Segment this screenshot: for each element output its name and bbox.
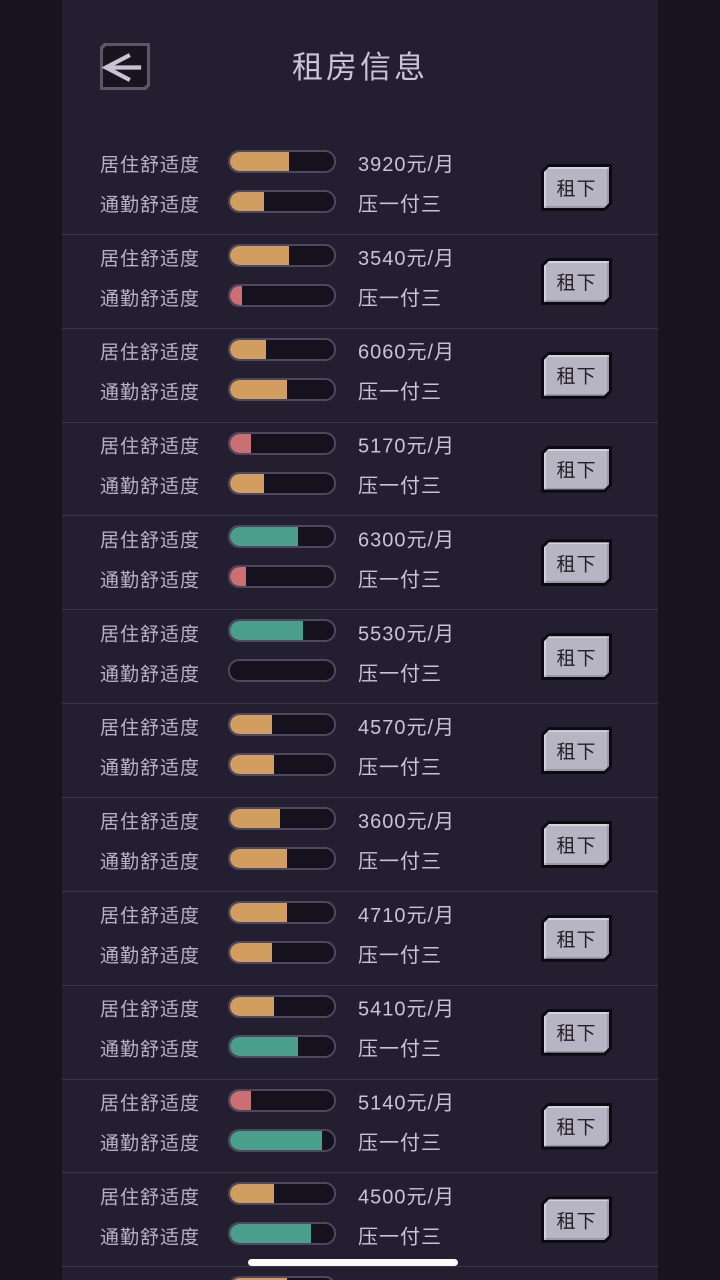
svg-text:居住舒适度: 居住舒适度 [100,811,200,833]
svg-text:通勤舒适度: 通勤舒适度 [100,194,200,216]
svg-text:通勤舒适度: 通勤舒适度 [100,757,200,779]
svg-text:居住舒适度: 居住舒适度 [100,436,200,458]
svg-text:压一付三: 压一付三 [358,850,442,873]
svg-text:通勤舒适度: 通勤舒适度 [100,663,200,685]
svg-text:居住舒适度: 居住舒适度 [100,1093,200,1115]
svg-text:居住舒适度: 居住舒适度 [100,529,200,551]
svg-text:压一付三: 压一付三 [358,1038,442,1061]
svg-text:压一付三: 压一付三 [358,944,442,967]
svg-text:压一付三: 压一付三 [358,1225,442,1248]
svg-text:压一付三: 压一付三 [358,287,442,310]
svg-text:5140元/月: 5140元/月 [358,1093,455,1115]
svg-text:压一付三: 压一付三 [358,756,442,779]
svg-text:4570元/月: 4570元/月 [358,717,455,739]
svg-text:压一付三: 压一付三 [358,193,442,216]
svg-text:4500元/月: 4500元/月 [358,1186,455,1208]
svg-text:6300元/月: 6300元/月 [358,529,455,551]
svg-text:通勤舒适度: 通勤舒适度 [100,288,200,310]
svg-text:通勤舒适度: 通勤舒适度 [100,1039,200,1061]
svg-text:居住舒适度: 居住舒适度 [100,342,200,364]
svg-text:通勤舒适度: 通勤舒适度 [100,476,200,498]
svg-text:居住舒适度: 居住舒适度 [100,717,200,739]
svg-text:6060元/月: 6060元/月 [358,342,455,364]
svg-text:压一付三: 压一付三 [358,662,442,685]
svg-text:3920元/月: 3920元/月 [358,154,455,176]
svg-text:通勤舒适度: 通勤舒适度 [100,945,200,967]
svg-text:租房信息: 租房信息 [292,50,428,85]
svg-text:通勤舒适度: 通勤舒适度 [100,1226,200,1248]
svg-text:通勤舒适度: 通勤舒适度 [100,382,200,404]
svg-text:5530元/月: 5530元/月 [358,623,455,645]
svg-text:5410元/月: 5410元/月 [358,999,455,1021]
svg-text:居住舒适度: 居住舒适度 [100,154,200,176]
svg-text:压一付三: 压一付三 [358,475,442,498]
svg-text:压一付三: 压一付三 [358,568,442,591]
svg-text:居住舒适度: 居住舒适度 [100,623,200,645]
svg-text:压一付三: 压一付三 [358,1132,442,1155]
svg-text:压一付三: 压一付三 [358,381,442,404]
svg-text:4710元/月: 4710元/月 [358,905,455,927]
svg-text:通勤舒适度: 通勤舒适度 [100,569,200,591]
svg-text:5170元/月: 5170元/月 [358,436,455,458]
svg-text:通勤舒适度: 通勤舒适度 [100,1133,200,1155]
svg-text:居住舒适度: 居住舒适度 [100,999,200,1021]
svg-text:居住舒适度: 居住舒适度 [100,1186,200,1208]
svg-text:3600元/月: 3600元/月 [358,811,455,833]
svg-text:居住舒适度: 居住舒适度 [100,905,200,927]
svg-text:通勤舒适度: 通勤舒适度 [100,851,200,873]
svg-text:3540元/月: 3540元/月 [358,248,455,270]
svg-text:居住舒适度: 居住舒适度 [100,248,200,270]
